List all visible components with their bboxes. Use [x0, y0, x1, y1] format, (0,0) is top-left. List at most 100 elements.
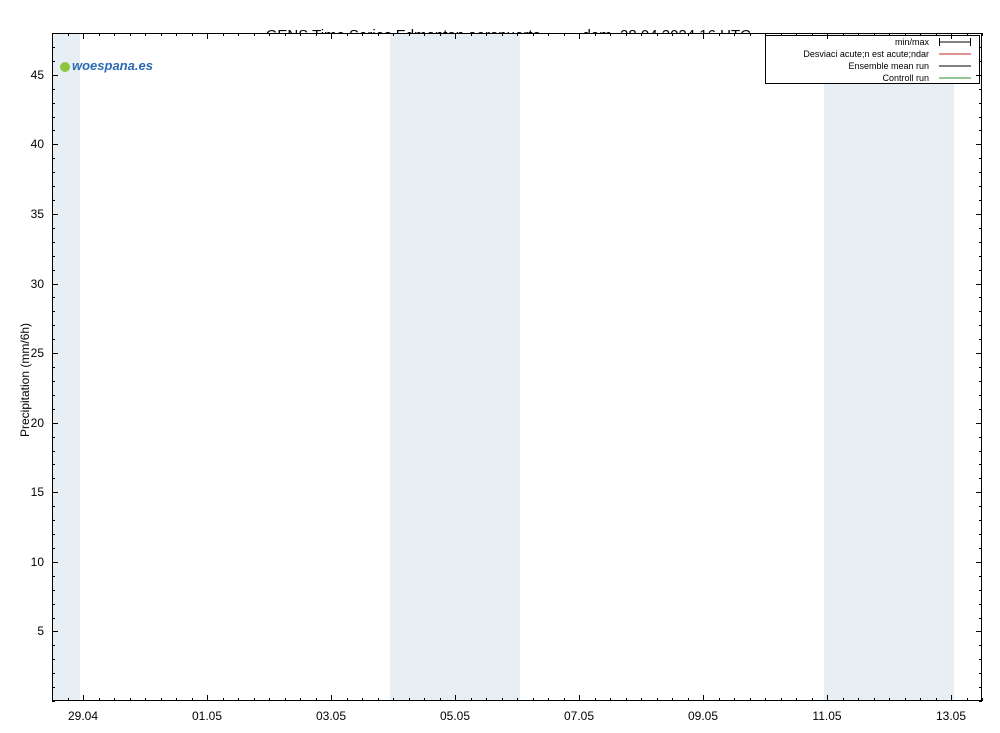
x-tick-mark — [83, 695, 84, 701]
x-minor-tick-mark — [424, 33, 425, 36]
x-minor-tick-mark — [626, 33, 627, 36]
x-minor-tick-mark — [734, 698, 735, 701]
x-tick-mark — [83, 33, 84, 39]
legend-item: Ensemble mean run — [766, 60, 979, 72]
y-minor-tick-mark — [979, 47, 982, 48]
chart-container: GENS Time Series Edmonton aeropuerto dom… — [0, 0, 1000, 733]
x-minor-tick-mark — [548, 33, 549, 36]
y-tick-mark — [976, 75, 982, 76]
shaded-band — [390, 33, 455, 701]
x-tick-mark — [579, 33, 580, 39]
y-minor-tick-mark — [52, 590, 55, 591]
x-minor-tick-mark — [362, 33, 363, 36]
x-minor-tick-mark — [610, 33, 611, 36]
x-minor-tick-mark — [409, 698, 410, 701]
y-minor-tick-mark — [52, 645, 55, 646]
y-minor-tick-mark — [979, 381, 982, 382]
x-tick-mark — [455, 695, 456, 701]
y-minor-tick-mark — [979, 590, 982, 591]
x-minor-tick-mark — [533, 33, 534, 36]
x-minor-tick-mark — [176, 698, 177, 701]
y-minor-tick-mark — [979, 200, 982, 201]
legend-item: min/max — [766, 36, 979, 48]
x-tick-mark — [827, 33, 828, 39]
shaded-band — [52, 33, 80, 701]
y-minor-tick-mark — [52, 548, 55, 549]
x-minor-tick-mark — [130, 33, 131, 36]
x-minor-tick-mark — [688, 33, 689, 36]
x-minor-tick-mark — [161, 698, 162, 701]
x-minor-tick-mark — [657, 33, 658, 36]
x-tick-mark — [703, 695, 704, 701]
y-minor-tick-mark — [979, 311, 982, 312]
x-minor-tick-mark — [486, 33, 487, 36]
x-minor-tick-mark — [254, 698, 255, 701]
legend-swatch — [935, 61, 975, 71]
y-tick-mark — [976, 492, 982, 493]
y-tick-mark — [52, 631, 58, 632]
y-minor-tick-mark — [979, 618, 982, 619]
y-minor-tick-mark — [979, 701, 982, 702]
x-minor-tick-mark — [362, 698, 363, 701]
shaded-band — [824, 33, 889, 701]
watermark: woespana.es — [60, 58, 153, 73]
x-minor-tick-mark — [765, 33, 766, 36]
y-minor-tick-mark — [52, 534, 55, 535]
y-tick-mark — [976, 631, 982, 632]
x-minor-tick-mark — [378, 698, 379, 701]
x-minor-tick-mark — [796, 698, 797, 701]
y-minor-tick-mark — [52, 506, 55, 507]
x-minor-tick-mark — [812, 698, 813, 701]
y-minor-tick-mark — [52, 520, 55, 521]
x-minor-tick-mark — [936, 698, 937, 701]
x-tick-label: 29.04 — [68, 709, 98, 723]
y-minor-tick-mark — [979, 242, 982, 243]
y-minor-tick-mark — [979, 548, 982, 549]
y-minor-tick-mark — [979, 409, 982, 410]
y-tick-label: 10 — [16, 555, 44, 569]
x-tick-label: 03.05 — [316, 709, 346, 723]
y-minor-tick-mark — [979, 478, 982, 479]
y-minor-tick-mark — [52, 158, 55, 159]
x-minor-tick-mark — [424, 698, 425, 701]
x-minor-tick-mark — [610, 698, 611, 701]
legend-item: Controll run — [766, 72, 979, 84]
x-minor-tick-mark — [874, 33, 875, 36]
x-minor-tick-mark — [99, 698, 100, 701]
x-tick-label: 07.05 — [564, 709, 594, 723]
x-minor-tick-mark — [176, 33, 177, 36]
y-minor-tick-mark — [52, 61, 55, 62]
x-tick-mark — [331, 695, 332, 701]
y-minor-tick-mark — [979, 89, 982, 90]
x-minor-tick-mark — [99, 33, 100, 36]
x-minor-tick-mark — [796, 33, 797, 36]
y-tick-label: 30 — [16, 277, 44, 291]
y-minor-tick-mark — [52, 200, 55, 201]
y-minor-tick-mark — [52, 381, 55, 382]
y-minor-tick-mark — [979, 339, 982, 340]
x-minor-tick-mark — [52, 698, 53, 701]
x-minor-tick-mark — [781, 33, 782, 36]
y-minor-tick-mark — [979, 186, 982, 187]
x-minor-tick-mark — [719, 33, 720, 36]
y-minor-tick-mark — [979, 604, 982, 605]
y-minor-tick-mark — [979, 228, 982, 229]
x-minor-tick-mark — [657, 698, 658, 701]
y-minor-tick-mark — [52, 687, 55, 688]
y-minor-tick-mark — [52, 464, 55, 465]
watermark-text: woespana.es — [72, 58, 153, 73]
y-minor-tick-mark — [52, 89, 55, 90]
y-minor-tick-mark — [52, 270, 55, 271]
y-minor-tick-mark — [52, 256, 55, 257]
shaded-band — [455, 33, 520, 701]
y-minor-tick-mark — [52, 325, 55, 326]
y-tick-mark — [52, 423, 58, 424]
legend-label: Ensemble mean run — [848, 61, 929, 71]
x-minor-tick-mark — [517, 698, 518, 701]
x-minor-tick-mark — [812, 33, 813, 36]
x-minor-tick-mark — [223, 33, 224, 36]
x-minor-tick-mark — [471, 698, 472, 701]
x-minor-tick-mark — [68, 698, 69, 701]
x-minor-tick-mark — [238, 698, 239, 701]
y-minor-tick-mark — [52, 297, 55, 298]
